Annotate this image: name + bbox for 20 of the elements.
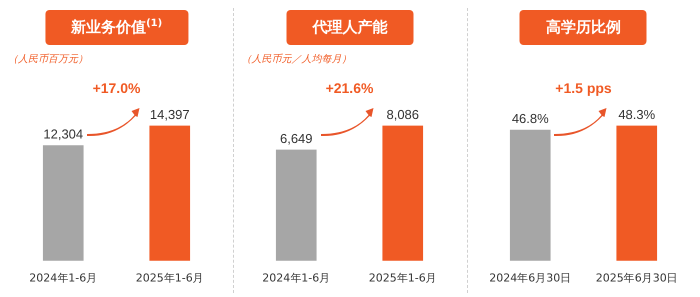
chart-title: 新业务价值$^{(1)}$ <box>45 10 188 45</box>
x-tick-label: 2025年1-6月 <box>136 271 204 284</box>
text: +17.0% <box>92 80 141 96</box>
text: +1.5 pps <box>554 80 612 96</box>
data-label: 12,304 <box>43 126 84 142</box>
x-tick-label: 2024年1-6月 <box>29 271 98 284</box>
x-tick-label: 2025年1-6月 <box>369 271 438 284</box>
chart-title: 代理人产能 <box>286 10 414 45</box>
x-tick-label: 2025年6月30日 <box>595 271 678 284</box>
data-label: 6,649 <box>280 130 313 146</box>
data-label: 48.3% <box>618 107 656 122</box>
data-label: 46.8% <box>511 111 549 126</box>
data-label: 8,086 <box>386 107 420 122</box>
chart-subtitle: （人民币百万元） <box>8 52 88 66</box>
data-label: 14,397 <box>150 107 190 122</box>
text: +21.6% <box>326 80 374 96</box>
chart-subtitle: （人民币元／人均每月） <box>241 52 352 66</box>
chart-title: 高学历比例 <box>520 10 647 45</box>
x-tick-label: 2024年1-6月 <box>262 271 331 284</box>
x-tick-label: 2024年6月30日 <box>488 271 571 284</box>
